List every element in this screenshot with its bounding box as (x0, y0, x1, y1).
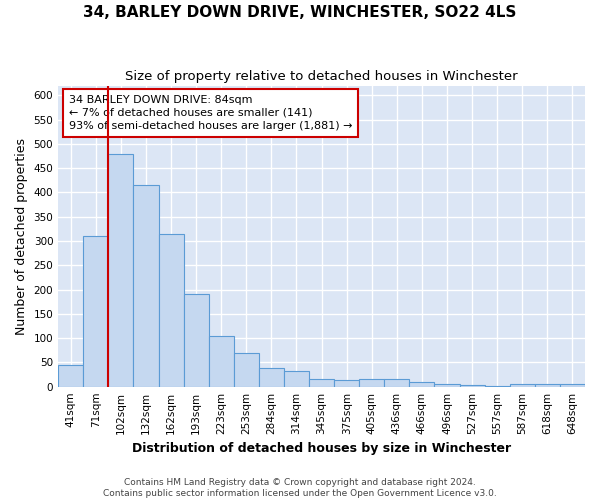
Bar (109, 154, 133, 386)
Bar (510, 384, 535, 386)
Bar (460, 384, 485, 386)
Text: Contains HM Land Registry data © Crown copyright and database right 2024.
Contai: Contains HM Land Registry data © Crown c… (103, 478, 497, 498)
X-axis label: Distribution of detached houses by size in Winchester: Distribution of detached houses by size … (132, 442, 511, 455)
Y-axis label: Number of detached properties: Number of detached properties (15, 138, 28, 334)
Bar (560, 384, 585, 386)
Bar (209, 336, 234, 386)
Bar (158, 234, 184, 386)
Bar (58, 365, 83, 386)
Bar (133, 185, 158, 386)
Bar (83, 236, 109, 386)
Bar (284, 371, 309, 386)
Bar (359, 380, 385, 386)
Bar (385, 380, 409, 386)
Text: 34, BARLEY DOWN DRIVE, WINCHESTER, SO22 4LS: 34, BARLEY DOWN DRIVE, WINCHESTER, SO22 … (83, 5, 517, 20)
Bar (309, 380, 334, 386)
Text: 34 BARLEY DOWN DRIVE: 84sqm
← 7% of detached houses are smaller (141)
93% of sem: 34 BARLEY DOWN DRIVE: 84sqm ← 7% of deta… (69, 94, 352, 131)
Bar (535, 384, 560, 386)
Bar (234, 352, 259, 386)
Bar (334, 380, 359, 386)
Bar (409, 382, 434, 386)
Bar (184, 294, 209, 386)
Bar (259, 368, 284, 386)
Title: Size of property relative to detached houses in Winchester: Size of property relative to detached ho… (125, 70, 518, 83)
Bar (434, 384, 460, 386)
